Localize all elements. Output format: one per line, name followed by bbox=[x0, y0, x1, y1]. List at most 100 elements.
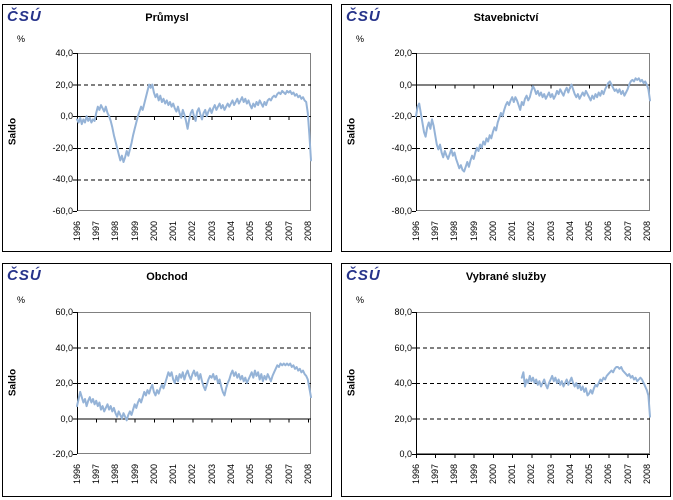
x-tick-label: 1997 bbox=[430, 220, 441, 241]
saldo-series-line bbox=[520, 366, 651, 418]
x-tick-label: 1998 bbox=[110, 463, 121, 484]
y-axis-unit-label: % bbox=[17, 295, 26, 305]
y-axis-title: Saldo bbox=[7, 117, 19, 146]
x-tick-label: 2008 bbox=[302, 220, 313, 241]
x-tick-label: 2004 bbox=[564, 220, 575, 241]
y-tick-label: -60,0 bbox=[52, 206, 73, 216]
y-tick-label: -20,0 bbox=[52, 142, 73, 153]
x-tick-label: 2008 bbox=[302, 463, 313, 484]
plot-area-border bbox=[416, 312, 650, 454]
x-tick-label: 2005 bbox=[584, 463, 595, 484]
x-tick-label: 2005 bbox=[245, 463, 256, 484]
csu-logo: ČSÚ bbox=[7, 267, 42, 284]
x-tick-label: 1999 bbox=[129, 220, 140, 241]
x-tick-label: 1997 bbox=[91, 463, 102, 484]
chart-title: Průmysl bbox=[145, 12, 189, 24]
x-tick-label: 1996 bbox=[411, 463, 421, 484]
y-tick-label: -20,0 bbox=[391, 111, 412, 122]
y-tick-label: -60,0 bbox=[391, 174, 412, 185]
y-tick-label: 80,0 bbox=[394, 307, 412, 317]
x-tick-label: 2003 bbox=[545, 463, 556, 484]
chart-panel-vybrane-sluzby: ČSÚ Vybrané služby % Saldo 80,0 60,0 40,0 2… bbox=[341, 263, 671, 497]
x-tick-label: 1998 bbox=[449, 220, 460, 241]
y-tick-label: 0,0 bbox=[60, 413, 73, 424]
x-tick-label: 2007 bbox=[283, 463, 294, 484]
y-tick-label: 0,0 bbox=[399, 79, 412, 90]
x-tick-label: 2001 bbox=[507, 463, 518, 484]
saldo-series-line bbox=[76, 83, 312, 163]
y-tick-label: 60,0 bbox=[55, 307, 73, 317]
chart-panel-prumysl: ČSÚ Průmysl % Saldo 40,0 20,0 0,0 -20,0 -40,… bbox=[2, 4, 332, 252]
y-axis-unit-label: % bbox=[356, 295, 365, 305]
y-tick-label: 20,0 bbox=[394, 413, 412, 424]
y-tick-label: -80,0 bbox=[391, 206, 412, 216]
x-tick-label: 1997 bbox=[430, 463, 441, 484]
x-tick-label: 1996 bbox=[72, 463, 82, 484]
x-tick-label: 2001 bbox=[168, 463, 179, 484]
x-tick-label: 2002 bbox=[526, 463, 537, 484]
y-tick-label: 60,0 bbox=[394, 342, 412, 353]
x-tick-label: 2000 bbox=[487, 220, 498, 241]
x-tick-label: 2008 bbox=[641, 463, 652, 484]
plot-area-border bbox=[77, 312, 311, 454]
plot-area-border bbox=[77, 53, 311, 211]
x-tick-label: 2005 bbox=[245, 220, 256, 241]
x-tick-label: 2000 bbox=[487, 463, 498, 484]
y-axis-unit-label: % bbox=[356, 34, 365, 44]
plot-area-border bbox=[416, 53, 650, 211]
y-axis-title: Saldo bbox=[346, 117, 358, 146]
y-axis-title: Saldo bbox=[7, 368, 19, 397]
x-tick-label: 2002 bbox=[187, 463, 198, 484]
x-tick-label: 2006 bbox=[603, 220, 614, 241]
chart-panel-stavebnictvi: ČSÚ Stavebnictví % Saldo 20,0 0,0 -20,0 -40… bbox=[341, 4, 671, 252]
x-tick-label: 1996 bbox=[72, 220, 82, 241]
y-tick-label: 0,0 bbox=[399, 449, 412, 459]
x-tick-label: 2001 bbox=[507, 220, 518, 241]
chart-title: Vybrané služby bbox=[465, 271, 547, 283]
x-tick-label: 2000 bbox=[148, 463, 159, 484]
y-tick-label: 40,0 bbox=[55, 48, 73, 58]
x-tick-label: 2003 bbox=[206, 463, 217, 484]
x-tick-label: 2007 bbox=[283, 220, 294, 241]
csu-logo: ČSÚ bbox=[346, 267, 381, 284]
y-tick-label: 20,0 bbox=[55, 378, 73, 388]
x-tick-label: 1999 bbox=[468, 220, 479, 241]
x-tick-label: 1996 bbox=[411, 220, 421, 241]
x-tick-label: 2007 bbox=[622, 463, 633, 484]
y-tick-label: 40,0 bbox=[394, 378, 412, 388]
y-tick-label: 20,0 bbox=[394, 48, 412, 58]
x-tick-label: 1998 bbox=[449, 463, 460, 484]
y-tick-label: -40,0 bbox=[391, 142, 412, 153]
x-tick-label: 1998 bbox=[110, 220, 121, 241]
x-tick-label: 1999 bbox=[129, 463, 140, 484]
y-tick-label: 0,0 bbox=[60, 111, 73, 122]
x-tick-label: 2006 bbox=[264, 220, 275, 241]
chart-title: Obchod bbox=[146, 271, 188, 283]
x-tick-label: 2001 bbox=[168, 220, 179, 241]
x-tick-label: 2004 bbox=[225, 463, 236, 484]
x-tick-label: 2000 bbox=[148, 220, 159, 241]
x-tick-label: 2008 bbox=[641, 220, 652, 241]
x-tick-label: 2006 bbox=[603, 463, 614, 484]
csu-logo: ČSÚ bbox=[346, 8, 381, 25]
y-tick-label: -40,0 bbox=[52, 174, 73, 185]
x-tick-label: 2006 bbox=[264, 463, 275, 484]
y-tick-label: 40,0 bbox=[55, 342, 73, 353]
x-tick-label: 2004 bbox=[225, 220, 236, 241]
saldo-series-line bbox=[76, 362, 312, 422]
chart-title: Stavebnictví bbox=[473, 12, 539, 24]
saldo-series-line bbox=[415, 77, 651, 173]
x-tick-label: 2007 bbox=[622, 220, 633, 241]
y-axis-unit-label: % bbox=[17, 34, 26, 44]
chart-panel-obchod: ČSÚ Obchod % Saldo 60,0 40,0 20,0 0,0 -20,0 … bbox=[2, 263, 332, 497]
y-tick-label: -20,0 bbox=[52, 449, 73, 459]
y-axis-title: Saldo bbox=[346, 368, 358, 397]
x-tick-label: 2002 bbox=[187, 220, 198, 241]
csu-logo: ČSÚ bbox=[7, 8, 42, 25]
x-tick-label: 2003 bbox=[206, 220, 217, 241]
x-tick-label: 2004 bbox=[564, 463, 575, 484]
x-tick-label: 2002 bbox=[526, 220, 537, 241]
x-tick-label: 1997 bbox=[91, 220, 102, 241]
x-tick-label: 1999 bbox=[468, 463, 479, 484]
